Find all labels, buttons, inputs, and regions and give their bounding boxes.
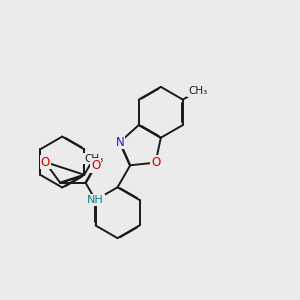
Text: O: O	[40, 155, 50, 169]
Text: NH: NH	[87, 195, 104, 205]
Text: O: O	[91, 159, 100, 172]
Text: CH₃: CH₃	[84, 154, 103, 164]
Text: N: N	[116, 136, 124, 148]
Text: CH₃: CH₃	[188, 86, 208, 96]
Text: O: O	[151, 156, 160, 169]
